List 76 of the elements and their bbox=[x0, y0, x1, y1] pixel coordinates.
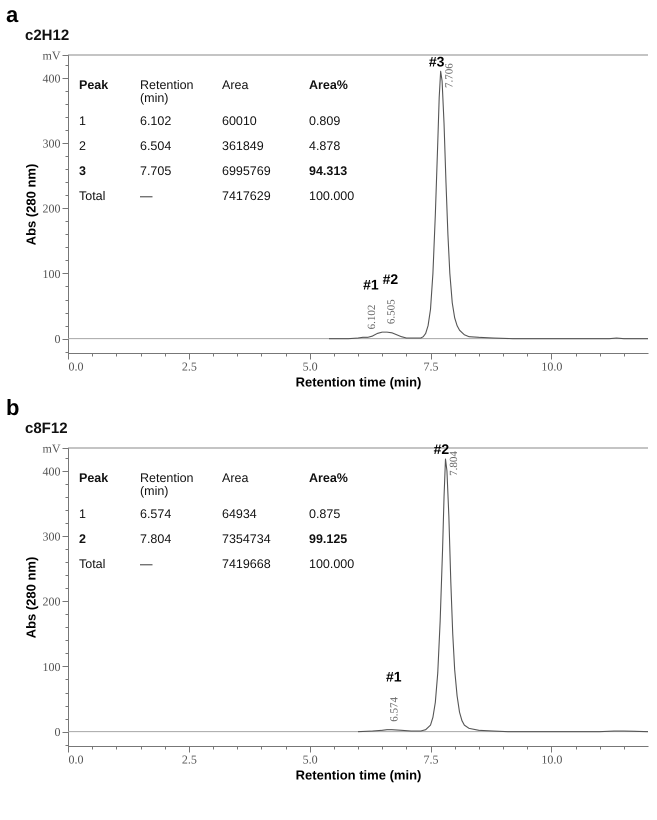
text: a bbox=[6, 2, 19, 27]
annotation: 6.505 bbox=[385, 298, 398, 324]
y-tick-label: mV bbox=[42, 442, 61, 456]
y-tick-label: 400 bbox=[42, 71, 60, 86]
annotation: #2 bbox=[434, 441, 450, 458]
annotation: #1 bbox=[363, 276, 379, 292]
annotation: Area bbox=[222, 78, 248, 92]
chart-title: c2H12 bbox=[25, 27, 70, 44]
x-tick-label: 10.0 bbox=[541, 360, 562, 374]
annotation: 4.878 bbox=[309, 139, 340, 153]
annotation: 99.125 bbox=[309, 532, 348, 546]
annotation: 100.000 bbox=[309, 557, 354, 571]
x-tick-label: 2.5 bbox=[182, 360, 197, 374]
annotation: 6.574 bbox=[388, 696, 401, 722]
annotation: 64934 bbox=[222, 507, 257, 521]
annotation: Peak bbox=[79, 78, 108, 92]
annotation: 7.804 bbox=[140, 532, 172, 546]
annotation: 7.804 bbox=[448, 450, 460, 476]
y-tick-label: mV bbox=[42, 48, 61, 62]
annotation: 6.102 bbox=[140, 114, 172, 128]
y-tick-label: 300 bbox=[42, 530, 60, 544]
chart-title: c8F12 bbox=[25, 420, 68, 437]
annotation: Area bbox=[222, 471, 248, 485]
annotation: 94.313 bbox=[309, 164, 348, 178]
annotation: #3 bbox=[428, 53, 445, 70]
annotation: Retention (min) bbox=[140, 78, 194, 105]
y-axis-title: Abs (280 nm) bbox=[24, 556, 38, 638]
x-axis-title: Retention time (min) bbox=[296, 768, 422, 782]
x-tick-label: 2.5 bbox=[182, 752, 197, 766]
y-tick-label: 100 bbox=[42, 266, 60, 281]
y-tick-label: 0 bbox=[54, 332, 60, 346]
annotation: 100.000 bbox=[309, 189, 354, 203]
annotation: #1 bbox=[386, 668, 402, 685]
annotation: Total bbox=[79, 189, 106, 203]
annotation: Retention (min) bbox=[140, 471, 194, 498]
annotation: 3 bbox=[79, 164, 86, 178]
annotation: 6995769 bbox=[222, 164, 271, 178]
x-tick-label: 0.0 bbox=[68, 360, 84, 374]
annotation: 6.504 bbox=[140, 139, 172, 153]
x-tick-label: 5.0 bbox=[302, 360, 318, 374]
annotation: 361849 bbox=[222, 139, 264, 153]
text: b bbox=[6, 395, 20, 420]
x-axis-title: Retention time (min) bbox=[296, 374, 422, 390]
annotation: #2 bbox=[382, 271, 398, 288]
x-tick-label: 0.0 bbox=[68, 752, 84, 766]
annotation: 1 bbox=[79, 507, 86, 521]
annotation: 0.875 bbox=[309, 507, 340, 521]
annotation: 7.706 bbox=[443, 62, 456, 88]
annotation: 0.809 bbox=[309, 114, 340, 128]
x-tick-label: 7.5 bbox=[424, 752, 438, 766]
x-tick-label: 5.0 bbox=[302, 752, 318, 766]
annotation: Peak bbox=[79, 471, 108, 485]
annotation: — bbox=[140, 557, 153, 571]
annotation: 2 bbox=[79, 532, 86, 546]
y-tick-label: 0 bbox=[54, 725, 60, 740]
x-tick-label: 7.5 bbox=[424, 360, 438, 374]
annotation: 2 bbox=[79, 139, 86, 153]
y-tick-label: 100 bbox=[42, 660, 60, 674]
y-tick-label: 400 bbox=[42, 464, 60, 478]
annotation: — bbox=[140, 189, 153, 203]
annotation: 1 bbox=[79, 114, 86, 128]
x-tick-label: 10.0 bbox=[541, 752, 562, 766]
annotation: Area% bbox=[309, 471, 348, 485]
annotation: 6.102 bbox=[366, 304, 378, 330]
annotation: 7417629 bbox=[222, 189, 271, 203]
annotation: 7.705 bbox=[140, 164, 172, 178]
annotation: 6.574 bbox=[140, 507, 172, 521]
annotation: Total bbox=[79, 557, 106, 571]
y-axis-title: Abs (280 nm) bbox=[24, 164, 38, 246]
annotation: 60010 bbox=[222, 114, 257, 128]
y-tick-label: 300 bbox=[42, 136, 60, 151]
annotation: 7354734 bbox=[222, 532, 271, 546]
annotation: Area% bbox=[309, 78, 348, 92]
y-tick-label: 200 bbox=[42, 202, 60, 216]
annotation: 7419668 bbox=[222, 557, 271, 571]
y-tick-label: 200 bbox=[42, 594, 60, 609]
